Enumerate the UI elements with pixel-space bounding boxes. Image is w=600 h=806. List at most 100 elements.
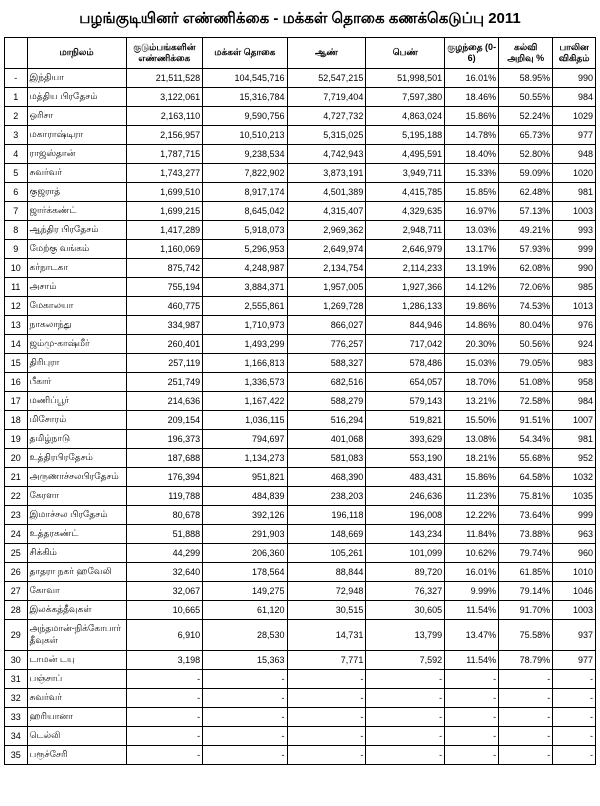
cell-child: 13.03% [445,220,499,239]
cell-male: - [287,707,366,726]
table-row: 32சுவர்வர்------- [5,688,596,707]
cell-sexratio: 993 [553,220,596,239]
cell-male: 776,257 [287,334,366,353]
cell-sexratio: 981 [553,429,596,448]
cell-idx: 8 [5,220,28,239]
cell-female: 7,597,380 [366,87,445,106]
cell-female: 578,486 [366,353,445,372]
cell-idx: 22 [5,486,28,505]
cell-female: 717,042 [366,334,445,353]
cell-population: - [203,688,287,707]
col-households: குடும்பங்களின் எண்ணிக்கை [126,38,203,69]
cell-female: - [366,688,445,707]
cell-state: ஹரியானா [27,707,126,726]
cell-idx: 31 [5,669,28,688]
cell-idx: 7 [5,201,28,220]
cell-female: - [366,669,445,688]
cell-child: 13.08% [445,429,499,448]
cell-idx: 26 [5,562,28,581]
cell-households: 1,699,510 [126,182,203,201]
cell-literacy: 75.81% [499,486,553,505]
cell-male: 516,294 [287,410,366,429]
cell-child: 14.78% [445,125,499,144]
cell-state: மணிப்பூர் [27,391,126,410]
table-row: 9மேற்கு வங்கம்1,160,0695,296,9532,649,97… [5,239,596,258]
cell-child: 10.62% [445,543,499,562]
cell-female: 13,799 [366,619,445,650]
cell-population: 5,918,073 [203,220,287,239]
table-row: 22கேரளா119,788484,839238,203246,63611.23… [5,486,596,505]
cell-female: 2,114,233 [366,258,445,277]
cell-female: 246,636 [366,486,445,505]
cell-male: 581,083 [287,448,366,467]
cell-female: 2,646,979 [366,239,445,258]
cell-population: 149,275 [203,581,287,600]
cell-child: 15.50% [445,410,499,429]
cell-population: 484,839 [203,486,287,505]
cell-child: 16.01% [445,68,499,87]
cell-idx: 1 [5,87,28,106]
table-row: 7ஜார்க்கண்ட்1,699,2158,645,0424,315,4074… [5,201,596,220]
cell-female: 844,946 [366,315,445,334]
cell-households: - [126,707,203,726]
cell-sexratio: 999 [553,239,596,258]
cell-sexratio: 1032 [553,467,596,486]
cell-sexratio: 1013 [553,296,596,315]
table-row: 6குஜராத்1,699,5108,917,1744,501,3894,415… [5,182,596,201]
cell-state: ராஜஸ்தான் [27,144,126,163]
cell-literacy: 74.53% [499,296,553,315]
table-row: 11அசாம்755,1943,884,3711,957,0051,927,36… [5,277,596,296]
cell-female: - [366,745,445,764]
cell-idx: 6 [5,182,28,201]
cell-households: 1,160,069 [126,239,203,258]
cell-child: 15.86% [445,106,499,125]
cell-female: 1,286,133 [366,296,445,315]
cell-literacy: 79.74% [499,543,553,562]
cell-male: - [287,669,366,688]
cell-population: 61,120 [203,600,287,619]
cell-female: 4,495,591 [366,144,445,163]
cell-child: 13.47% [445,619,499,650]
cell-child: 15.85% [445,182,499,201]
cell-sexratio: 1010 [553,562,596,581]
cell-households: - [126,726,203,745]
cell-state: பீகார் [27,372,126,391]
cell-households: 119,788 [126,486,203,505]
cell-idx: 14 [5,334,28,353]
cell-idx: 19 [5,429,28,448]
cell-idx: 9 [5,239,28,258]
cell-male: 7,771 [287,650,366,669]
cell-households: 755,194 [126,277,203,296]
cell-state: ஜார்க்கண்ட் [27,201,126,220]
table-row: 12மேகாலயா460,7752,555,8611,269,7281,286,… [5,296,596,315]
table-row: 5சுவர்வர்1,743,2777,822,9023,873,1913,94… [5,163,596,182]
cell-households: 6,910 [126,619,203,650]
cell-literacy: 62.48% [499,182,553,201]
cell-female: 553,190 [366,448,445,467]
cell-sexratio: 976 [553,315,596,334]
cell-child: 16.97% [445,201,499,220]
cell-female: 196,008 [366,505,445,524]
table-row: 17மணிப்பூர்214,6361,167,422588,279579,14… [5,391,596,410]
cell-male: 866,027 [287,315,366,334]
cell-idx: 2 [5,106,28,125]
table-row: 16பீகார்251,7491,336,573682,516654,05718… [5,372,596,391]
cell-population: 1,710,973 [203,315,287,334]
cell-sexratio: 977 [553,650,596,669]
cell-male: 5,315,025 [287,125,366,144]
cell-state: கர்நாடகா [27,258,126,277]
cell-child: - [445,745,499,764]
cell-female: 51,998,501 [366,68,445,87]
cell-population: 104,545,716 [203,68,287,87]
cell-households: 196,373 [126,429,203,448]
cell-child: 14.86% [445,315,499,334]
cell-child: - [445,688,499,707]
cell-state: உத்திரபிரதேசம் [27,448,126,467]
cell-male: 1,269,728 [287,296,366,315]
cell-female: 4,415,785 [366,182,445,201]
cell-state: டெல்லி [27,726,126,745]
cell-male: 72,948 [287,581,366,600]
table-row: 23இமாச்சல பிரதேசம்80,678392,126196,11819… [5,505,596,524]
cell-child: 15.33% [445,163,499,182]
cell-idx: 30 [5,650,28,669]
